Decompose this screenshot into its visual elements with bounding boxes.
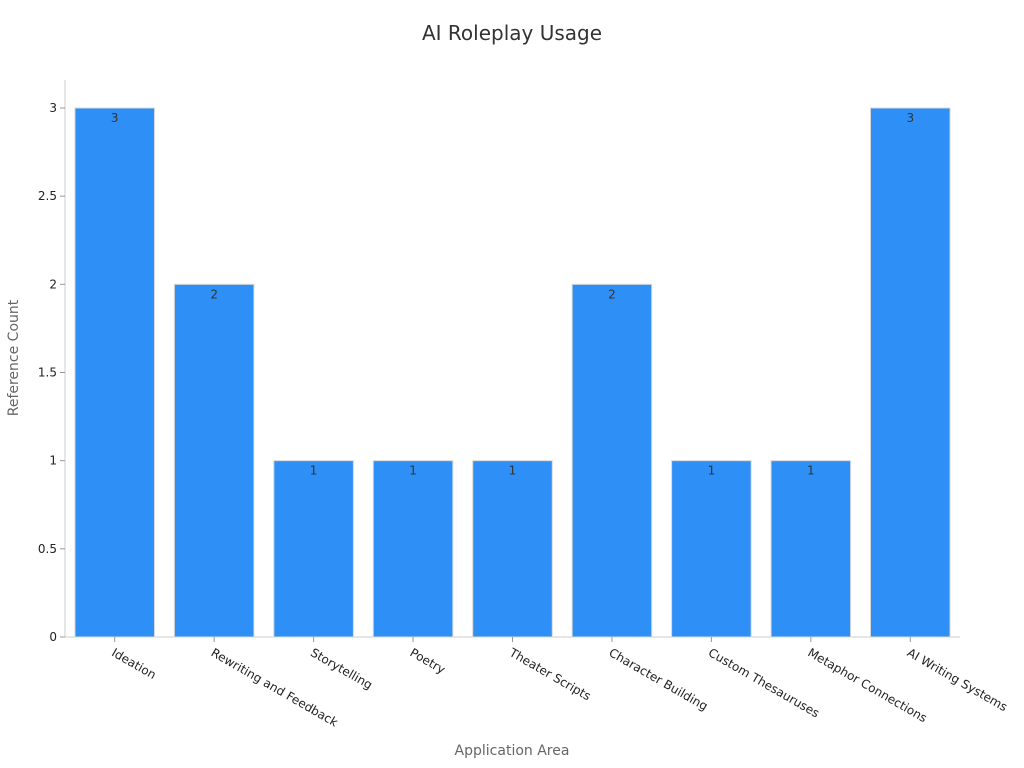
x-tick-label: Character Building [606,645,710,713]
x-tick-label: Ideation [109,645,158,682]
y-tick-label: 0.5 [38,542,57,556]
bar [173,283,255,638]
x-axis-title: Application Area [455,743,570,759]
x-tick-label: Custom Thesauruses [706,645,822,720]
bar [870,107,951,638]
data-label: 1 [310,464,318,478]
bar [571,283,653,638]
bar [671,460,752,638]
data-label: 1 [409,464,417,478]
data-label: 2 [608,287,616,301]
bar [74,107,155,638]
y-tick-label: 3 [49,101,57,115]
x-tick-label: AI Writing Systems [905,645,1010,714]
data-label: 1 [807,464,815,478]
bar [372,460,454,638]
chart-title: AI Roleplay Usage [422,21,602,45]
y-tick-label: 2 [49,277,57,291]
x-tick-label: Poetry [408,645,448,676]
data-label: 3 [111,111,119,125]
y-tick-label: 0 [49,630,57,644]
x-tick-label: Theater Scripts [506,645,593,703]
bar [472,460,553,638]
y-tick-label: 1.5 [38,366,57,380]
data-label: 1 [708,464,716,478]
data-label: 1 [509,464,517,478]
bar [770,460,852,638]
y-tick-label: 2.5 [38,189,57,203]
data-label: 2 [210,287,218,301]
bar [273,460,354,638]
data-label: 3 [906,111,914,125]
y-tick-label: 1 [49,454,57,468]
x-tick-label: Storytelling [308,645,375,692]
y-axis-title: Reference Count [6,299,22,416]
